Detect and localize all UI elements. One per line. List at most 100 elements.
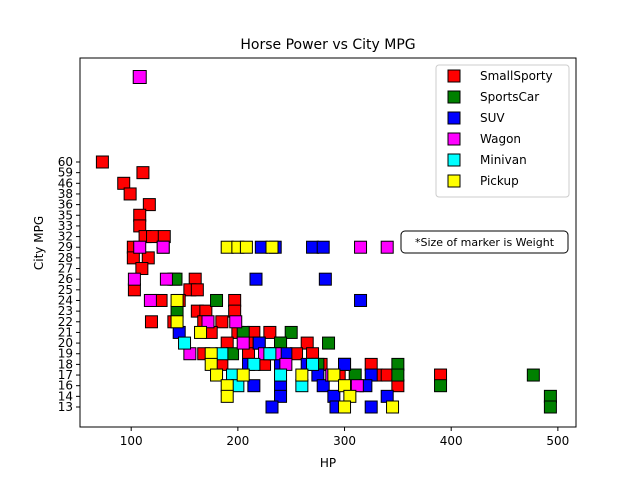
data-point-smallsporty xyxy=(135,262,149,276)
x-axis: 100 200 300 400 500 xyxy=(120,427,569,448)
data-point-minivan xyxy=(263,347,277,361)
data-point-suv xyxy=(354,293,368,307)
data-point-smallsporty xyxy=(136,166,150,180)
data-point-sportscar xyxy=(284,325,298,339)
data-point-wagon xyxy=(380,240,394,254)
x-tick-label: 100 xyxy=(120,434,143,448)
y-tick-label: 19 xyxy=(58,347,73,361)
data-point-wagon xyxy=(354,240,368,254)
data-point-wagon xyxy=(156,240,170,254)
legend-label-minivan: Minivan xyxy=(480,153,527,167)
data-point-suv xyxy=(318,272,332,286)
data-point-wagon xyxy=(143,293,157,307)
y-tick-label: 25 xyxy=(58,283,73,297)
data-point-sportscar xyxy=(526,368,540,382)
plot-frame xyxy=(79,57,577,428)
y-tick-label: 35 xyxy=(58,208,73,222)
data-point-wagon xyxy=(132,70,147,84)
data-point-smallsporty xyxy=(263,325,277,339)
data-point-minivan xyxy=(247,357,261,371)
legend-label-sportscar: SportsCar xyxy=(480,90,539,104)
data-point-pickup xyxy=(170,315,184,329)
y-tick-label: 13 xyxy=(58,400,73,414)
data-point-pickup xyxy=(327,368,341,382)
data-point-minivan xyxy=(178,336,192,350)
legend-marker-wagon xyxy=(447,132,461,146)
data-point-sportscar xyxy=(322,336,336,350)
y-tick-label: 28 xyxy=(58,251,73,265)
y-tick-label: 36 xyxy=(58,198,73,212)
data-point-pickup xyxy=(170,293,184,307)
y-tick-label: 24 xyxy=(58,293,73,307)
annotation: *Size of marker is Weight xyxy=(400,230,569,254)
y-tick-label: 26 xyxy=(58,272,73,286)
chart-title: Horse Power vs City MPG xyxy=(240,37,415,53)
data-point-smallsporty xyxy=(142,198,156,212)
legend-marker-minivan xyxy=(447,153,461,167)
y-tick-label: 27 xyxy=(58,262,73,276)
y-tick-label: 21 xyxy=(58,325,73,339)
data-point-sportscar xyxy=(391,368,405,382)
y-tick-label: 20 xyxy=(58,336,73,350)
x-tick-label: 500 xyxy=(546,434,569,448)
y-tick-label: 29 xyxy=(58,240,73,254)
legend-box xyxy=(435,64,570,198)
data-point-pickup xyxy=(220,389,234,403)
y-tick-label: 16 xyxy=(58,379,73,393)
y-tick-label: 59 xyxy=(58,166,73,180)
x-axis-label: HP xyxy=(320,456,336,470)
data-point-sportscar xyxy=(434,379,448,393)
data-point-wagon xyxy=(127,272,141,286)
y-tick-label: 38 xyxy=(58,187,73,201)
legend-marker-pickup xyxy=(447,174,461,188)
data-point-pickup xyxy=(239,240,253,254)
data-point-suv xyxy=(247,379,261,393)
data-point-wagon xyxy=(201,315,215,329)
data-point-smallsporty xyxy=(190,283,204,297)
data-point-suv xyxy=(364,400,378,414)
data-point-wagon xyxy=(229,315,243,329)
y-axis: 1314161718192021222324252627282932333536… xyxy=(58,155,80,414)
y-tick-label: 60 xyxy=(58,155,73,169)
legend-label-smallsporty: SmallSporty xyxy=(480,69,553,83)
y-tick-label: 46 xyxy=(58,176,73,190)
data-point-smallsporty xyxy=(215,315,229,329)
data-point-wagon xyxy=(236,336,250,350)
data-point-suv xyxy=(249,272,263,286)
y-tick-label: 18 xyxy=(58,357,73,371)
data-point-pickup xyxy=(338,400,352,414)
legend-label-suv: SUV xyxy=(480,111,505,125)
data-point-smallsporty xyxy=(95,155,109,169)
legend-marker-smallsporty xyxy=(447,69,461,83)
data-point-smallsporty xyxy=(144,315,158,329)
y-tick-label: 14 xyxy=(58,389,73,403)
x-tick-label: 200 xyxy=(226,434,249,448)
legend-marker-suv xyxy=(447,111,461,125)
y-tick-label: 23 xyxy=(58,304,73,318)
x-tick-label: 300 xyxy=(333,434,356,448)
data-point-wagon xyxy=(159,272,173,286)
data-point-minivan xyxy=(274,368,288,382)
legend: SmallSporty SportsCar SUV Wagon Minivan Picku… xyxy=(435,64,570,198)
y-axis-label: City MPG xyxy=(32,216,46,270)
data-point-pickup xyxy=(386,400,400,414)
data-point-pickup xyxy=(194,325,208,339)
data-point-pickup xyxy=(210,368,224,382)
legend-marker-sportscar xyxy=(447,90,461,104)
annotation-box xyxy=(400,230,569,254)
data-point-suv xyxy=(316,379,330,393)
y-tick-label: 22 xyxy=(58,315,73,329)
data-point-wagon xyxy=(133,240,147,254)
data-point-pickup xyxy=(265,240,279,254)
data-point-pickup xyxy=(236,368,250,382)
annotation-text: *Size of marker is Weight xyxy=(415,236,555,249)
y-tick-label: 17 xyxy=(58,368,73,382)
data-point-suv xyxy=(316,240,330,254)
data-point-pickup xyxy=(295,368,309,382)
data-point-suv xyxy=(338,357,352,371)
x-tick-label: 400 xyxy=(440,434,463,448)
data-point-minivan xyxy=(306,357,320,371)
legend-label-wagon: Wagon xyxy=(480,132,521,146)
data-point-sportscar xyxy=(543,400,557,414)
